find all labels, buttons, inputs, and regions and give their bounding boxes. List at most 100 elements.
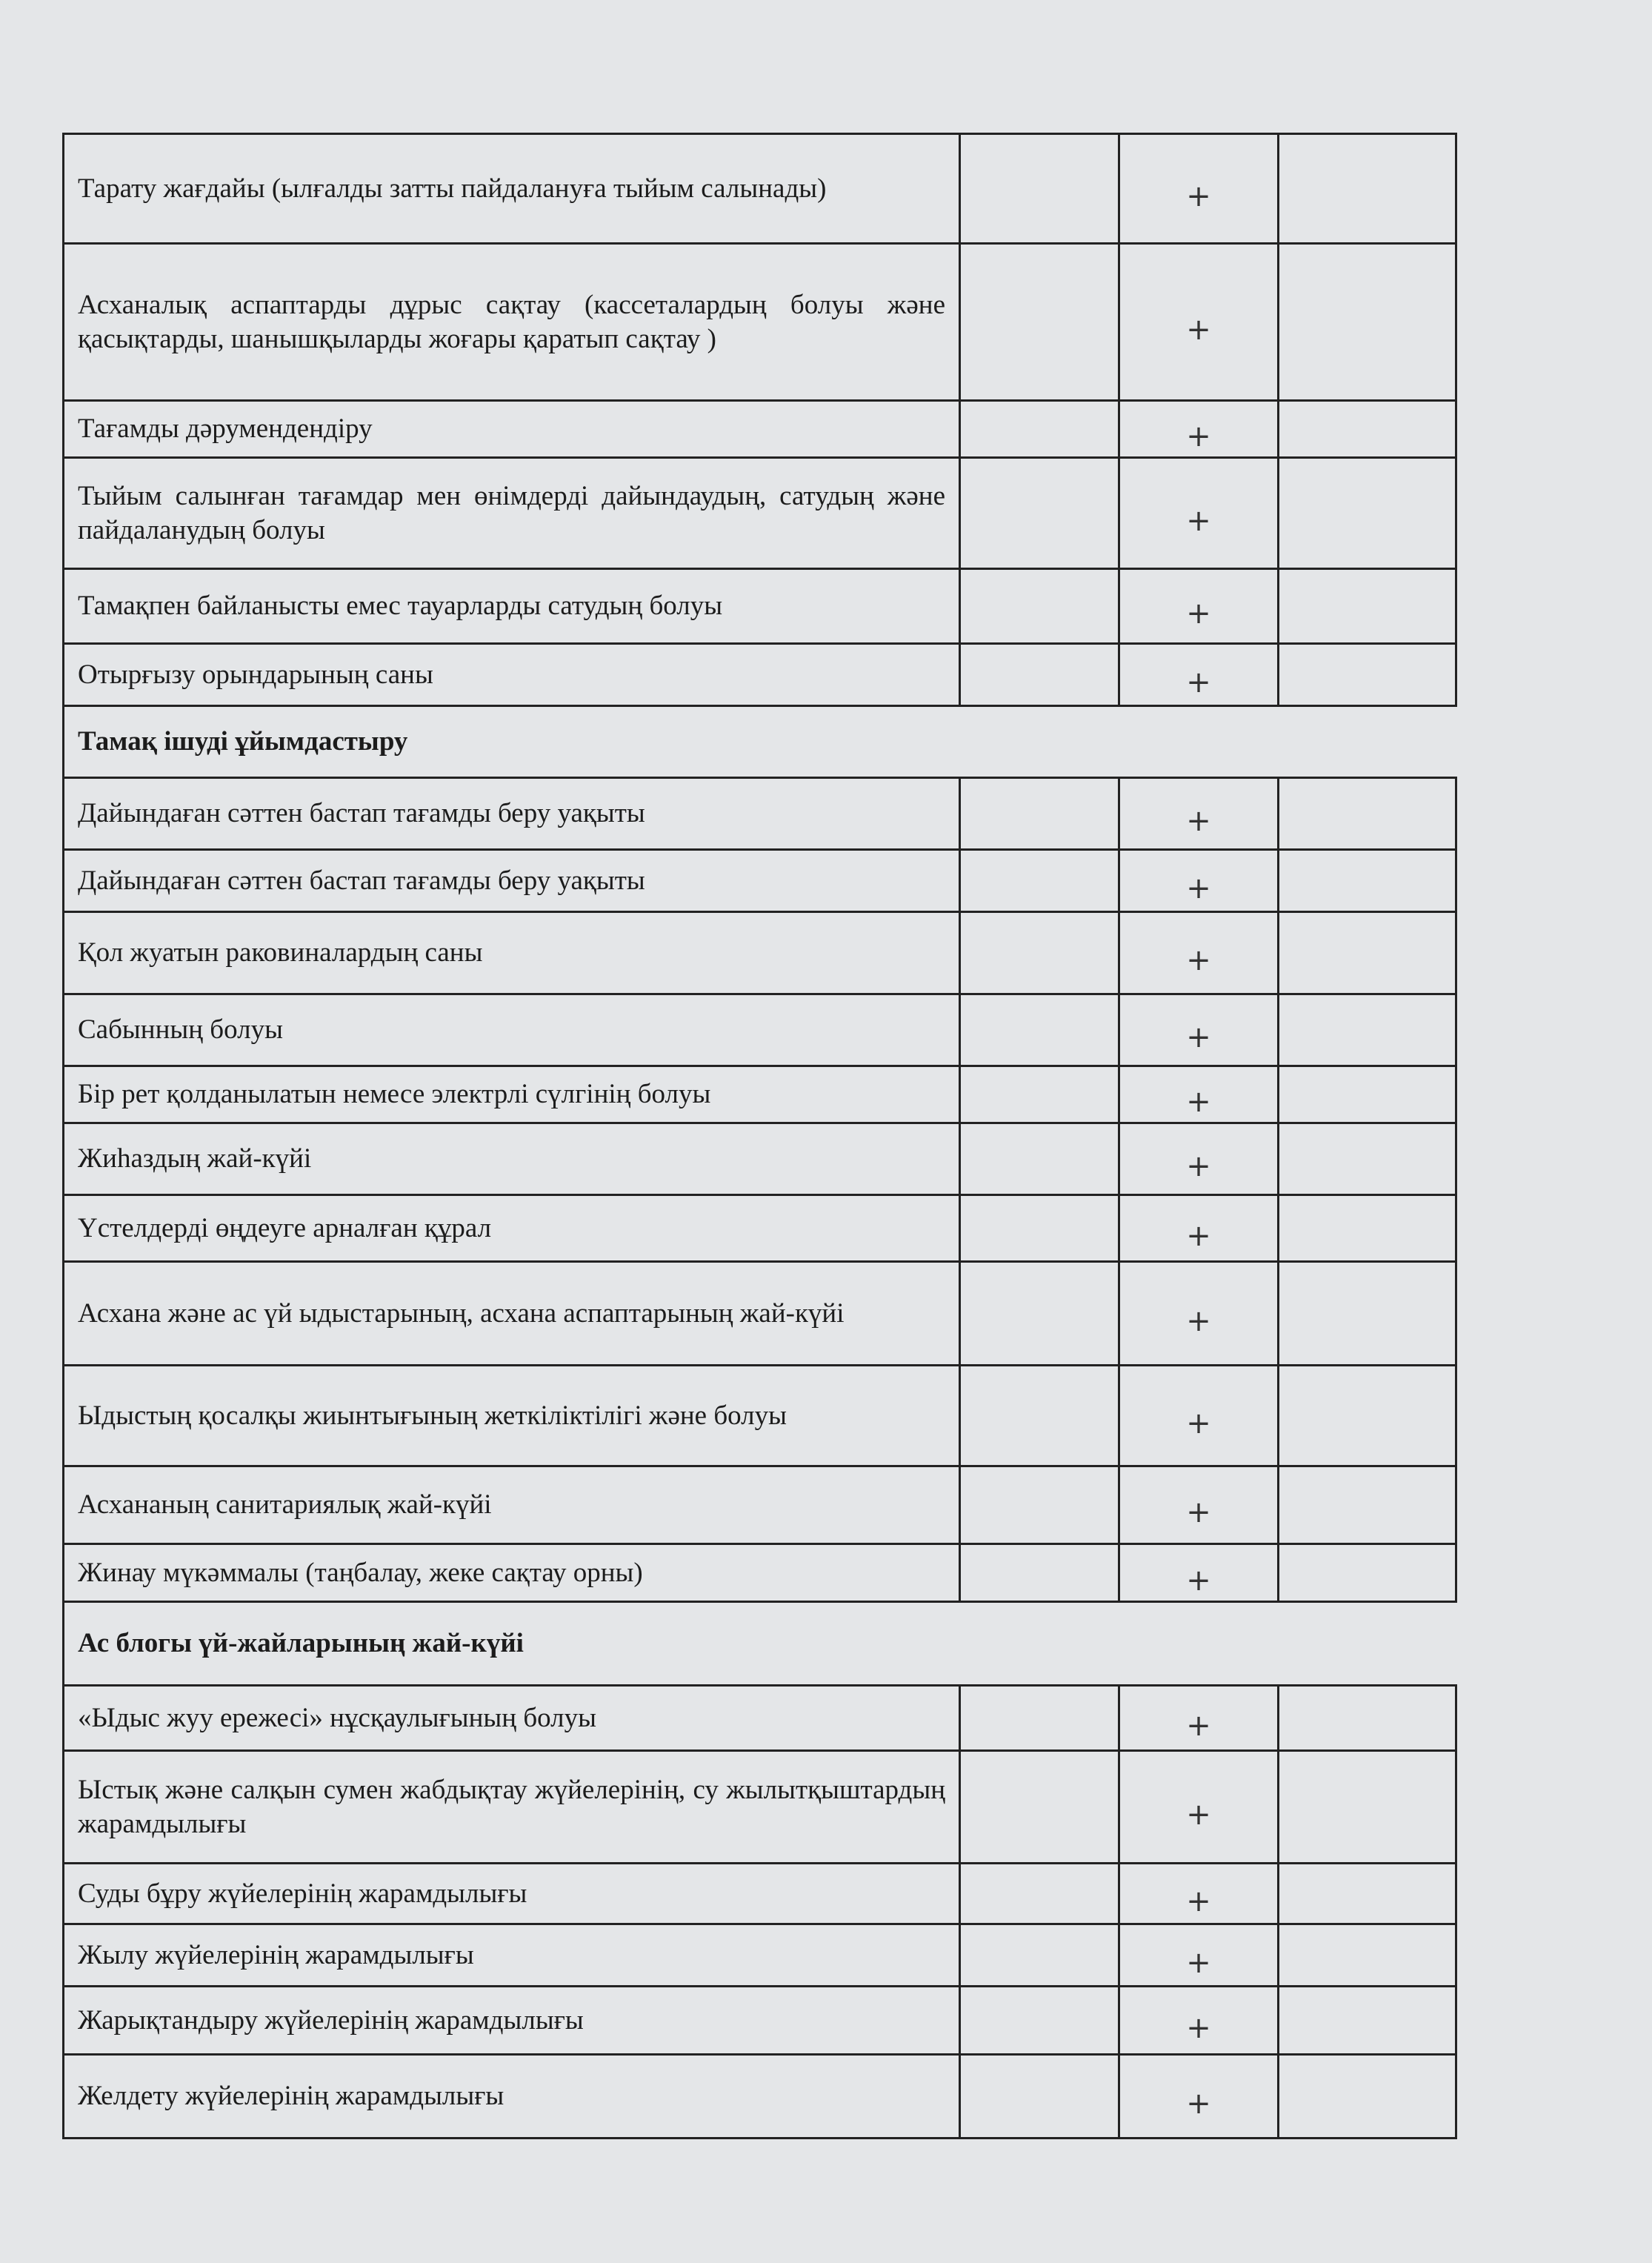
table-row: Тарату жағдайы (ылғалды затты пайдалануғ… [62,133,1457,245]
handwritten-plus-mark: + [1118,399,1279,459]
handwritten-plus-mark: + [1118,1749,1279,1864]
table-row: Тамақпен байланысты емес тауарларды сату… [62,568,1457,645]
table-row: Ыстық және салқын сумен жабдықтау жүйеле… [62,1749,1457,1864]
handwritten-plus-mark: + [1118,456,1279,570]
empty-cell [959,777,1120,851]
criterion-label: Қол жуатын раковиналардың саны [62,911,961,995]
empty-cell [959,1923,1120,1987]
empty-cell [1277,1749,1457,1864]
criterion-label: Бір рет қолданылатын немесе электрлі сүл… [62,1065,961,1124]
empty-cell [959,1749,1120,1864]
table-row: Суды бұру жүйелерінің жарамдылығы + [62,1862,1457,1925]
criterion-label: Тағамды дәрумендендіру [62,399,961,459]
empty-cell [1277,1364,1457,1467]
table-row: Жарықтандыру жүйелерінің жарамдылығы + [62,1985,1457,2056]
empty-cell [1277,1862,1457,1925]
table-row: Жылу жүйелерінің жарамдылығы + [62,1923,1457,1987]
empty-cell [1277,911,1457,995]
empty-cell [959,1364,1120,1467]
section-header: Ас блогы үй-жайларының жай-күйі [62,1601,1456,1687]
section-header-row: Тамақ ішуді ұйымдастыру [62,705,1456,779]
criterion-label: Тамақпен байланысты емес тауарларды сату… [62,568,961,645]
table-row: Ыдыстың қосалқы жиынтығының жеткіліктілі… [62,1364,1457,1467]
empty-cell [959,1465,1120,1545]
empty-cell [1277,1985,1457,2056]
criterion-label: Тыйым салынған тағамдар мен өнімдерді да… [62,456,961,570]
table-row: «Ыдыс жуу ережесі» нұсқаулығының болуы + [62,1684,1457,1752]
empty-cell [1277,642,1457,707]
empty-cell [1277,1194,1457,1263]
empty-cell [1277,848,1457,913]
criterion-label: Дайындаған сәттен бастап тағамды беру уа… [62,848,961,913]
empty-cell [959,133,1120,245]
table-row: Желдету жүйелерінің жарамдылығы + [62,2053,1457,2139]
empty-cell [1277,1260,1457,1366]
criterion-label: Үстелдерді өңдеуге арналған құрал [62,1194,961,1263]
criterion-label: Суды бұру жүйелерінің жарамдылығы [62,1862,961,1925]
handwritten-plus-mark: + [1118,911,1279,995]
handwritten-plus-mark: + [1118,1684,1279,1752]
criterion-label: Отырғызу орындарының саны [62,642,961,707]
empty-cell [1277,399,1457,459]
handwritten-plus-mark: + [1118,848,1279,913]
criterion-label: Асханалық аспаптарды дұрыс сақтау (кассе… [62,242,961,402]
empty-cell [959,2053,1120,2139]
empty-cell [959,1985,1120,2056]
criterion-label: Жиһаздың жай-күйі [62,1122,961,1196]
handwritten-plus-mark: + [1118,1122,1279,1196]
handwritten-plus-mark: + [1118,242,1279,402]
criterion-label: Жинау мүкәммалы (таңбалау, жеке сақтау о… [62,1543,961,1603]
handwritten-plus-mark: + [1118,1465,1279,1545]
table-row: Асхананың санитариялық жай-күйі + [62,1465,1457,1545]
empty-cell [959,1543,1120,1603]
handwritten-plus-mark: + [1118,777,1279,851]
table-row: Жинау мүкәммалы (таңбалау, жеке сақтау о… [62,1543,1457,1603]
inspection-checklist-table: Тарату жағдайы (ылғалды затты пайдалануғ… [62,133,1457,2139]
empty-cell [1277,1122,1457,1196]
table-row: Бір рет қолданылатын немесе электрлі сүл… [62,1065,1457,1124]
empty-cell [959,993,1120,1067]
criterion-label: Сабынның болуы [62,993,961,1067]
empty-cell [959,642,1120,707]
table-row: Дайындаған сәттен бастап тағамды беру уа… [62,848,1457,913]
empty-cell [959,568,1120,645]
handwritten-plus-mark: + [1118,568,1279,645]
criterion-label: «Ыдыс жуу ережесі» нұсқаулығының болуы [62,1684,961,1752]
criterion-label: Асхана және ас үй ыдыстарының, асхана ас… [62,1260,961,1366]
criterion-label: Тарату жағдайы (ылғалды затты пайдалануғ… [62,133,961,245]
empty-cell [959,456,1120,570]
empty-cell [1277,1684,1457,1752]
handwritten-plus-mark: + [1118,642,1279,707]
table-row: Үстелдерді өңдеуге арналған құрал + [62,1194,1457,1263]
table-row: Сабынның болуы + [62,993,1457,1067]
handwritten-plus-mark: + [1118,133,1279,245]
empty-cell [1277,1923,1457,1987]
handwritten-plus-mark: + [1118,1862,1279,1925]
empty-cell [959,1194,1120,1263]
empty-cell [959,1065,1120,1124]
empty-cell [1277,242,1457,402]
table-row: Тыйым салынған тағамдар мен өнімдерді да… [62,456,1457,570]
handwritten-plus-mark: + [1118,1985,1279,2056]
criterion-label: Жылу жүйелерінің жарамдылығы [62,1923,961,1987]
handwritten-plus-mark: + [1118,1065,1279,1124]
empty-cell [1277,777,1457,851]
empty-cell [959,911,1120,995]
empty-cell [959,1862,1120,1925]
section-header: Тамақ ішуді ұйымдастыру [62,705,1456,779]
table-row: Жиһаздың жай-күйі + [62,1122,1457,1196]
empty-cell [1277,993,1457,1067]
handwritten-plus-mark: + [1118,1543,1279,1603]
table-row: Асхана және ас үй ыдыстарының, асхана ас… [62,1260,1457,1366]
section-header-row: Ас блогы үй-жайларының жай-күйі [62,1601,1456,1687]
empty-cell [959,399,1120,459]
empty-cell [1277,568,1457,645]
table-row: Тағамды дәрумендендіру + [62,399,1457,459]
criterion-label: Ыстық және салқын сумен жабдықтау жүйеле… [62,1749,961,1864]
empty-cell [959,848,1120,913]
criterion-label: Асхананың санитариялық жай-күйі [62,1465,961,1545]
empty-cell [959,1260,1120,1366]
empty-cell [1277,1465,1457,1545]
criterion-label: Жарықтандыру жүйелерінің жарамдылығы [62,1985,961,2056]
table-row: Отырғызу орындарының саны + [62,642,1457,707]
